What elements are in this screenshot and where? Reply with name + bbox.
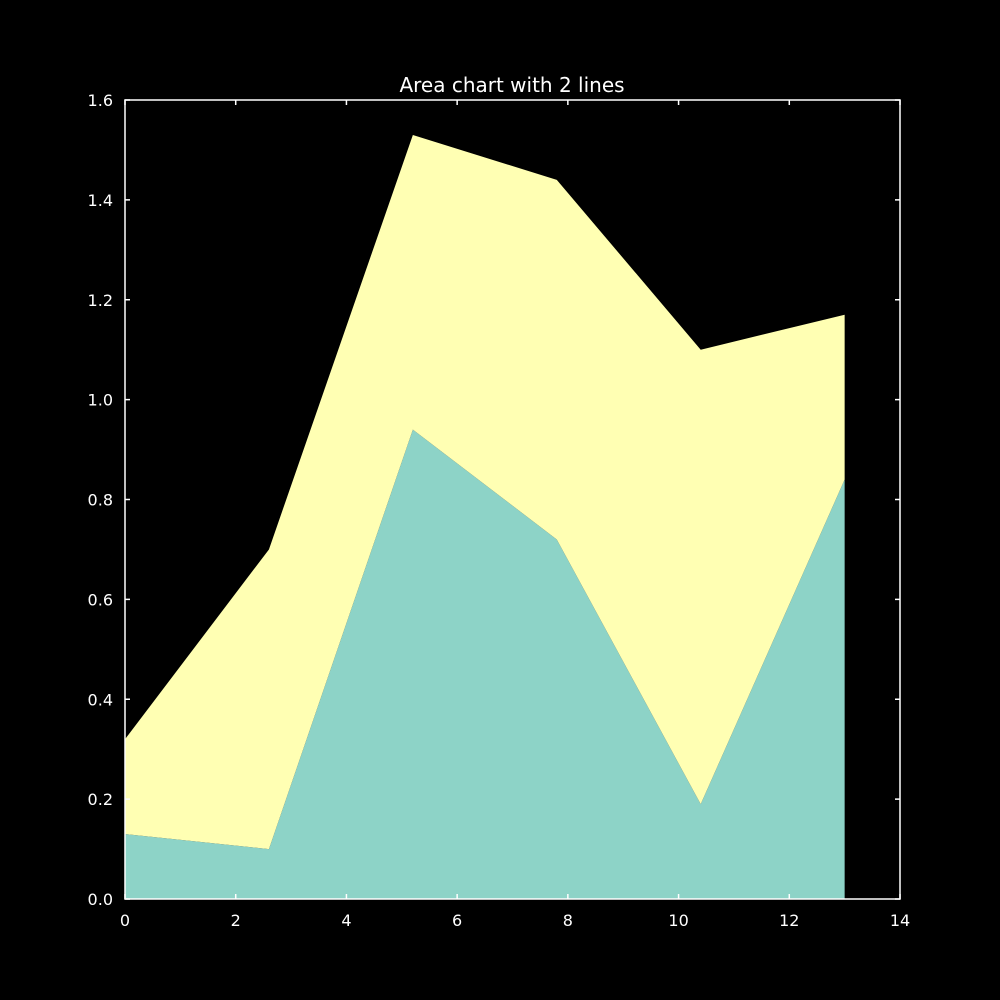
- axes-layer: 0 2 4 6 8 10 12 14 0.0 0.2 0.4 0.6 0.8 1.0 1.2 1.4 1.6: [88, 91, 911, 930]
- y-tick-label: 1.4: [88, 191, 113, 210]
- x-tick-label: 12: [779, 911, 799, 930]
- x-tick-label: 0: [120, 911, 130, 930]
- y-tick-label: 1.2: [88, 291, 113, 310]
- areas-layer: [125, 134, 845, 899]
- x-tick-label: 4: [341, 911, 351, 930]
- x-tick-label: 2: [231, 911, 241, 930]
- y-tick-label: 0.8: [88, 491, 113, 510]
- y-tick-label: 0.4: [88, 690, 113, 709]
- y-tick-label: 0.6: [88, 590, 113, 609]
- area-series-2: [125, 134, 845, 850]
- y-tick-label: 0.2: [88, 790, 113, 809]
- x-tick-label: 6: [452, 911, 462, 930]
- chart-title: Area chart with 2 lines: [399, 73, 624, 97]
- x-tick-label: 14: [890, 911, 910, 930]
- x-tick-label: 10: [668, 911, 688, 930]
- y-tick-label: 1.6: [88, 91, 113, 110]
- y-tick-label: 1.0: [88, 391, 113, 410]
- y-tick-label: 0.0: [88, 890, 113, 909]
- area-series-1: [125, 429, 845, 899]
- x-tick-label: 8: [563, 911, 573, 930]
